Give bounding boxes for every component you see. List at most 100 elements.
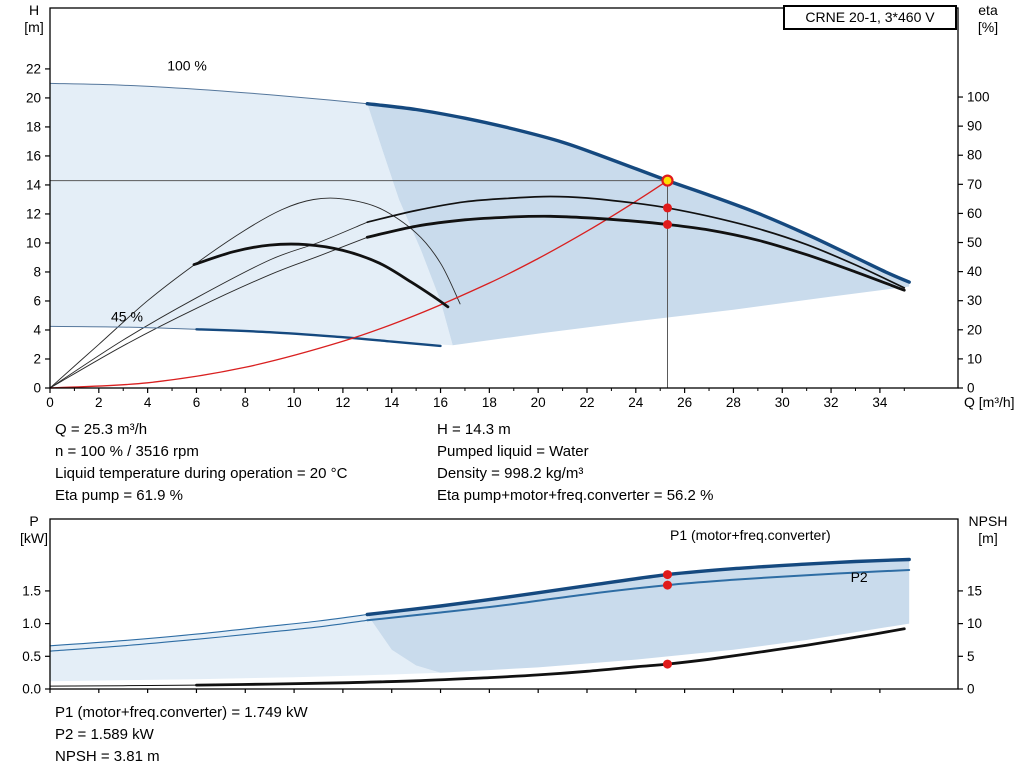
eta-total-curve	[365, 214, 906, 292]
min-speed-curve-thin	[49, 325, 197, 330]
info-line-p2: P2 = 1.589 kW	[55, 726, 154, 743]
y-left-axis-title: P	[29, 513, 38, 529]
y-right-axis-title: [%]	[978, 19, 998, 35]
speed-100-label: 100 %	[167, 57, 207, 73]
speed-fan-curve	[49, 197, 461, 389]
y-right-tick-label: 10	[967, 351, 982, 366]
eta-pump-point	[663, 203, 672, 213]
npsh-curve-thin	[49, 684, 197, 687]
y-left-tick-label: 8	[33, 264, 41, 279]
y-left-tick-label: 6	[33, 293, 41, 308]
x-tick-label: 12	[335, 395, 350, 410]
operating-data-right: H = 14.3 m Pumped liquid = Water Density…	[437, 419, 713, 507]
p1-point	[663, 570, 672, 580]
y-left-tick-label: 14	[26, 177, 42, 192]
plot-border	[49, 7, 959, 389]
info-line-npsh: NPSH = 3.81 m	[55, 748, 160, 765]
y-left-tick-label: 20	[26, 90, 41, 105]
info-line-p1: P1 (motor+freq.converter) = 1.749 kW	[55, 704, 308, 721]
p2-point	[663, 580, 672, 590]
y-right-tick-label: 100	[967, 90, 990, 105]
x-tick-label: 14	[384, 395, 400, 410]
info-line-h: H = 14.3 m	[437, 421, 511, 438]
operating-range-dark	[367, 103, 910, 346]
x-axis-title: Q [m³/h]	[964, 394, 1015, 410]
eta-pump-curve	[366, 195, 906, 289]
x-tick-label: 4	[144, 395, 152, 410]
y-right-tick-label: 15	[967, 583, 982, 598]
y-left-tick-label: 0	[33, 381, 41, 396]
y-left-tick-label: 12	[26, 206, 41, 221]
y-right-tick-label: 70	[967, 177, 982, 192]
y-left-tick-label: 0.5	[22, 649, 41, 664]
p2-curve-thin	[49, 619, 368, 652]
info-line-speed: n = 100 % / 3516 rpm	[55, 443, 199, 460]
x-tick-label: 6	[193, 395, 201, 410]
y-left-tick-label: 0.0	[22, 682, 41, 697]
y-right-axis-title: NPSH	[969, 513, 1008, 529]
max-speed-curve-thin	[49, 82, 368, 105]
npsh-curve	[195, 627, 906, 687]
info-line-q: Q = 25.3 m³/h	[55, 421, 148, 438]
x-tick-label: 28	[726, 395, 741, 410]
y-right-tick-label: 0	[967, 682, 975, 697]
y-right-tick-label: 80	[967, 148, 982, 163]
info-line-density: Density = 998.2 kg/m³	[437, 465, 584, 482]
y-right-tick-label: 0	[967, 381, 975, 396]
x-tick-label: 16	[433, 395, 448, 410]
y-right-tick-label: 40	[967, 264, 982, 279]
eta-pump-tail	[49, 221, 368, 389]
x-tick-label: 2	[95, 395, 103, 410]
y-left-tick-label: 22	[26, 61, 41, 76]
y-left-tick-label: 18	[26, 119, 41, 134]
min-speed-curve	[195, 328, 442, 348]
speed-45-label: 45 %	[111, 308, 143, 324]
info-line-liquid-temp: Liquid temperature during operation = 20…	[55, 465, 348, 482]
x-tick-label: 0	[46, 395, 54, 410]
chart-pw: P1 (motor+freq.converter) P2 0.0 0.5 1.0 1.5 0…	[20, 513, 1007, 697]
y-left-tick-label: 16	[26, 148, 41, 163]
y-right-tick-label: 20	[967, 322, 982, 337]
y-left-axis-title: H	[29, 2, 39, 18]
y-right-axis-title: [m]	[978, 530, 997, 546]
y-right-tick-label: 60	[967, 206, 982, 221]
y-right-tick-label: 90	[967, 119, 982, 134]
eta-total-point	[663, 220, 672, 229]
plot-border	[49, 518, 959, 690]
y-left-axis-title: [kW]	[20, 530, 48, 546]
operating-range-light	[50, 83, 453, 346]
chart-qh: 100 %45 %0246810121416182022010203040506…	[24, 2, 1014, 410]
y-right-tick-label: 50	[967, 235, 982, 250]
x-tick-label: 10	[287, 395, 302, 410]
x-tick-label: 34	[872, 395, 888, 410]
y-left-axis-title: [m]	[24, 19, 43, 35]
duty-point	[661, 174, 674, 187]
system-curve	[49, 179, 669, 389]
p1-label: P1 (motor+freq.converter)	[670, 527, 831, 543]
y-left-tick-label: 2	[33, 351, 41, 366]
operating-data-left: Q = 25.3 m³/h n = 100 % / 3516 rpm Liqui…	[55, 419, 347, 507]
y-right-tick-label: 30	[967, 293, 982, 308]
eta-total-tail	[49, 236, 368, 389]
eta-reduced-speed-curve	[192, 242, 450, 309]
x-tick-label: 30	[775, 395, 790, 410]
x-tick-label: 24	[628, 395, 644, 410]
x-tick-label: 32	[824, 395, 839, 410]
x-tick-label: 8	[242, 395, 250, 410]
x-tick-label: 26	[677, 395, 692, 410]
p2-label: P2	[851, 569, 868, 585]
y-right-tick-label: 5	[967, 649, 975, 664]
pump-model-title: CRNE 20-1, 3*460 V	[783, 5, 957, 30]
power-data-block: P1 (motor+freq.converter) = 1.749 kW P2 …	[55, 702, 308, 768]
y-left-tick-label: 1.5	[22, 583, 41, 598]
x-tick-label: 22	[579, 395, 594, 410]
power-range-light	[50, 614, 441, 682]
y-right-axis-title: eta	[978, 2, 998, 18]
power-range-dark	[367, 559, 910, 673]
x-tick-label: 18	[482, 395, 497, 410]
npsh-point	[663, 659, 672, 669]
y-left-tick-label: 1.0	[22, 616, 41, 631]
p1-curve-thin	[49, 613, 368, 647]
